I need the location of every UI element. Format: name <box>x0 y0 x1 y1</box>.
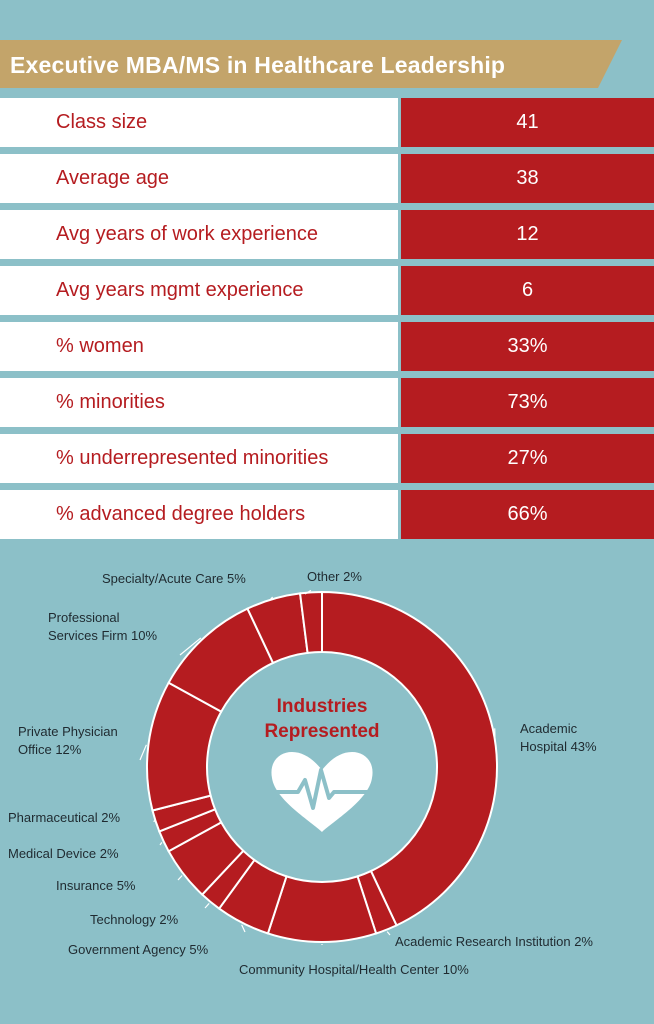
slice-label: Government Agency 5% <box>68 942 209 957</box>
slice-label: Pharmaceutical 2% <box>8 810 120 825</box>
stat-label: Avg years mgmt experience <box>0 266 398 315</box>
stat-row: Class size 41 <box>0 98 654 147</box>
stat-label: Average age <box>0 154 398 203</box>
stat-label: % women <box>0 322 398 371</box>
heart-pulse-icon <box>271 752 373 832</box>
stat-label: % advanced degree holders <box>0 490 398 539</box>
stats-table: Class size 41 Average age 38 Avg years of wo… <box>0 98 654 546</box>
stat-value: 6 <box>401 266 654 315</box>
slice-label: Insurance 5% <box>56 878 136 893</box>
page-title: Executive MBA/MS in Healthcare Leadershi… <box>10 52 506 78</box>
leader-line <box>177 875 183 881</box>
banner-background <box>0 40 622 88</box>
leader-line <box>204 902 210 909</box>
stat-row: % underrepresented minorities 27% <box>0 434 654 483</box>
slice-label: Academic Hospital 43% <box>520 721 597 754</box>
stat-value: 12 <box>401 210 654 259</box>
leader-line <box>153 819 156 823</box>
stat-row: % women 33% <box>0 322 654 371</box>
slice-label: Specialty/Acute Care 5% <box>102 571 246 586</box>
stat-label: % underrepresented minorities <box>0 434 398 483</box>
slice-label: Community Hospital/Health Center 10% <box>239 962 469 977</box>
stat-value: 66% <box>401 490 654 539</box>
slice-label: Medical Device 2% <box>8 846 119 861</box>
stat-row: % advanced degree holders 66% <box>0 490 654 539</box>
leader-line <box>386 931 391 936</box>
stat-value: 41 <box>401 98 654 147</box>
leader-line <box>139 744 147 761</box>
stat-label: % minorities <box>0 378 398 427</box>
stat-label: Avg years of work experience <box>0 210 398 259</box>
slice-label: Other 2% <box>307 569 362 584</box>
stat-value: 38 <box>401 154 654 203</box>
leader-line <box>241 924 246 933</box>
stat-row: Avg years of work experience 12 <box>0 210 654 259</box>
chart-title-line-2: Represented <box>264 721 379 742</box>
stat-row: % minorities 73% <box>0 378 654 427</box>
donut-slice <box>321 590 498 927</box>
leader-line <box>269 596 274 601</box>
stat-row: Average age 38 <box>0 154 654 203</box>
stat-value: 27% <box>401 434 654 483</box>
chart-title-line-1: Industries <box>277 696 368 717</box>
leader-line <box>304 589 312 595</box>
leader-line <box>159 842 163 846</box>
leader-line <box>179 637 202 656</box>
slice-label: Private Physician Office 12% <box>18 724 118 757</box>
stat-value: 73% <box>401 378 654 427</box>
stat-label: Class size <box>0 98 398 147</box>
stat-value: 33% <box>401 322 654 371</box>
slice-label: Academic Research Institution 2% <box>395 934 593 949</box>
header-banner: Executive MBA/MS in Healthcare Leadershi… <box>0 40 654 88</box>
slice-label: Professional Services Firm 10% <box>48 610 158 643</box>
slice-label: Technology 2% <box>90 912 179 927</box>
stat-row: Avg years mgmt experience 6 <box>0 266 654 315</box>
